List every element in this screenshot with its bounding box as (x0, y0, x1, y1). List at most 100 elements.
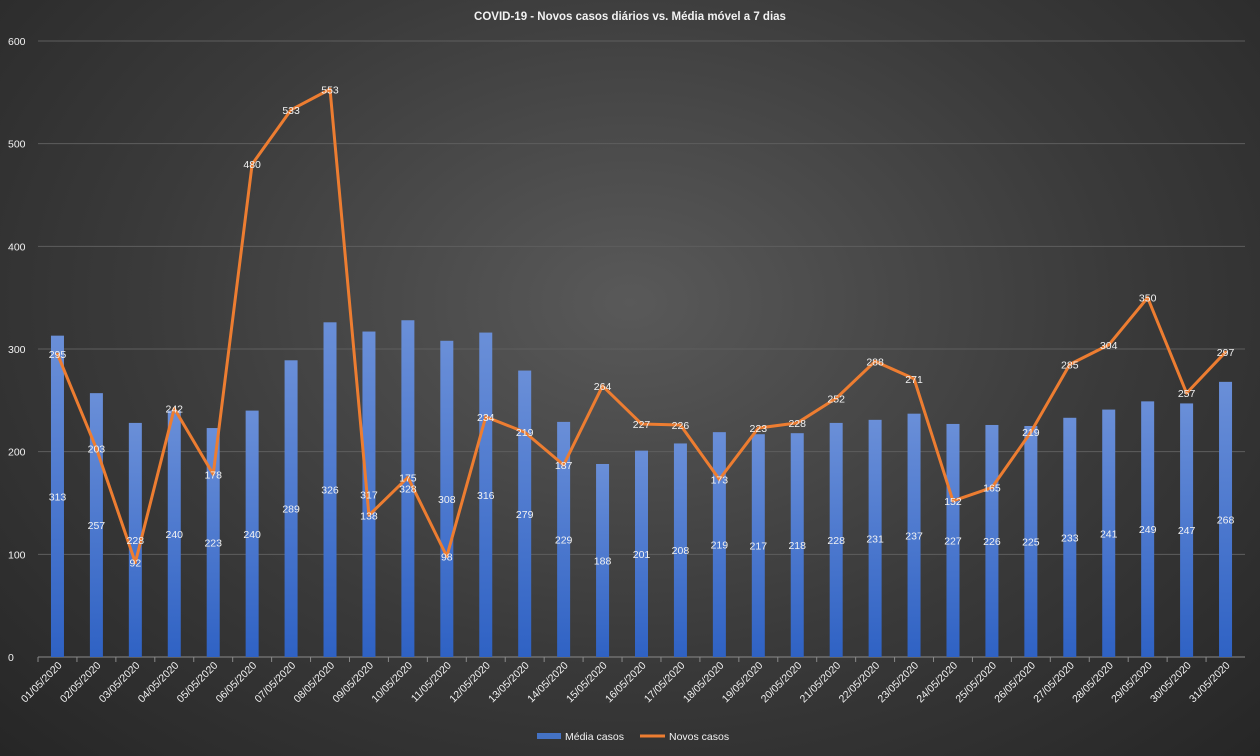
x-tick-label: 28/05/2020 (1070, 660, 1116, 706)
line-value-label: 152 (944, 496, 962, 508)
x-tick-label: 14/05/2020 (525, 660, 571, 706)
x-tick-label: 06/05/2020 (214, 660, 260, 706)
x-tick-label: 10/05/2020 (369, 660, 415, 706)
y-tick-label: 0 (8, 652, 14, 664)
line-value-label: 219 (516, 427, 534, 439)
point-novos-21 (834, 396, 838, 400)
bar-value-label: 289 (282, 504, 300, 516)
point-novos-19 (756, 426, 760, 430)
bar-media-4 (167, 410, 181, 657)
line-value-label: 295 (49, 349, 67, 361)
line-value-label: 187 (555, 460, 573, 472)
bar-media-29 (1141, 401, 1155, 657)
line-value-label: 92 (129, 558, 141, 570)
x-tick-label: 18/05/2020 (681, 660, 727, 706)
bar-media-17 (673, 443, 687, 657)
point-novos-6 (250, 162, 254, 166)
x-tick-label: 27/05/2020 (1031, 660, 1077, 706)
x-tick-label: 03/05/2020 (97, 660, 143, 706)
bar-value-label: 308 (438, 494, 456, 506)
bar-value-label: 328 (399, 484, 417, 496)
bar-value-label: 228 (827, 535, 845, 547)
x-tick-label: 30/05/2020 (1148, 660, 1194, 706)
legend: Média casos Novos casos (537, 731, 729, 743)
line-value-label: 223 (750, 423, 768, 435)
point-novos-5 (211, 472, 215, 476)
point-novos-27 (1068, 362, 1072, 366)
bar-media-19 (751, 434, 765, 657)
bar-media-13 (518, 370, 532, 657)
bar-media-31 (1219, 381, 1233, 657)
bar-value-label: 317 (360, 489, 378, 501)
line-value-label: 219 (1022, 427, 1040, 439)
bar-media-30 (1180, 403, 1194, 657)
bar-value-label: 237 (905, 530, 923, 542)
bar-value-label: 233 (1061, 532, 1079, 544)
bar-value-label: 313 (49, 491, 67, 503)
x-tick-label: 04/05/2020 (136, 660, 182, 706)
bar-value-label: 223 (204, 538, 222, 550)
x-tick-label: 15/05/2020 (564, 660, 610, 706)
x-tick-label: 20/05/2020 (759, 660, 805, 706)
x-tick-label: 05/05/2020 (175, 660, 221, 706)
x-tick-label: 19/05/2020 (720, 660, 766, 706)
bar-value-label: 226 (983, 536, 1001, 548)
point-novos-24 (951, 499, 955, 503)
point-novos-18 (717, 477, 721, 481)
bar-media-26 (1024, 426, 1038, 657)
point-novos-16 (640, 422, 643, 426)
point-novos-20 (795, 421, 799, 425)
point-novos-25 (990, 486, 994, 490)
chart-title: COVID-19 - Novos casos diários vs. Média… (474, 11, 786, 23)
x-tick-label: 07/05/2020 (253, 660, 299, 706)
line-value-label: 553 (321, 84, 339, 96)
line-value-label: 350 (1139, 293, 1157, 305)
bar-value-label: 257 (88, 520, 106, 532)
point-novos-26 (1029, 430, 1033, 434)
bar-media-8 (323, 322, 337, 657)
line-value-label: 227 (633, 419, 651, 431)
line-value-label: 234 (477, 412, 495, 424)
x-tick-label: 17/05/2020 (642, 660, 688, 706)
bar-media-9 (362, 331, 376, 657)
point-novos-30 (1185, 391, 1189, 395)
line-value-label: 138 (360, 510, 378, 522)
y-tick-label: 600 (8, 36, 26, 48)
x-tick-label: 01/05/2020 (19, 660, 65, 706)
y-tick-label: 500 (8, 139, 26, 151)
line-value-label: 178 (204, 469, 222, 481)
line-value-label: 264 (594, 381, 612, 393)
point-novos-1 (55, 352, 59, 356)
bar-value-label: 208 (672, 545, 690, 557)
x-tick-label: 23/05/2020 (876, 660, 922, 706)
bar-value-label: 247 (1178, 525, 1196, 537)
x-tick-label: 21/05/2020 (798, 660, 844, 706)
bar-media-28 (1102, 409, 1116, 657)
y-tick-label: 300 (8, 344, 26, 356)
line-value-label: 257 (1178, 388, 1196, 400)
line-value-label: 242 (166, 404, 184, 416)
y-tick-label: 400 (8, 241, 26, 253)
bar-media-5 (206, 428, 220, 657)
point-novos-28 (1107, 343, 1111, 347)
bar-media-18 (712, 432, 726, 657)
line-value-label: 271 (905, 374, 923, 386)
bar-media-21 (829, 422, 843, 657)
bar-value-label: 218 (788, 540, 806, 552)
y-tick-label: 200 (8, 447, 26, 459)
point-novos-31 (1224, 350, 1228, 354)
line-value-label: 533 (282, 105, 300, 117)
point-novos-13 (523, 430, 527, 434)
bar-value-label: 241 (1100, 528, 1118, 540)
bar-value-label: 227 (944, 535, 962, 547)
x-tick-label: 12/05/2020 (447, 660, 493, 706)
bar-media-1 (50, 335, 64, 657)
point-novos-8 (328, 87, 332, 91)
point-novos-3 (133, 561, 137, 565)
bar-value-label: 201 (633, 549, 651, 561)
point-novos-14 (562, 463, 566, 467)
bar-value-label: 279 (516, 509, 534, 521)
point-novos-15 (601, 384, 605, 388)
x-tick-label: 16/05/2020 (603, 660, 649, 706)
